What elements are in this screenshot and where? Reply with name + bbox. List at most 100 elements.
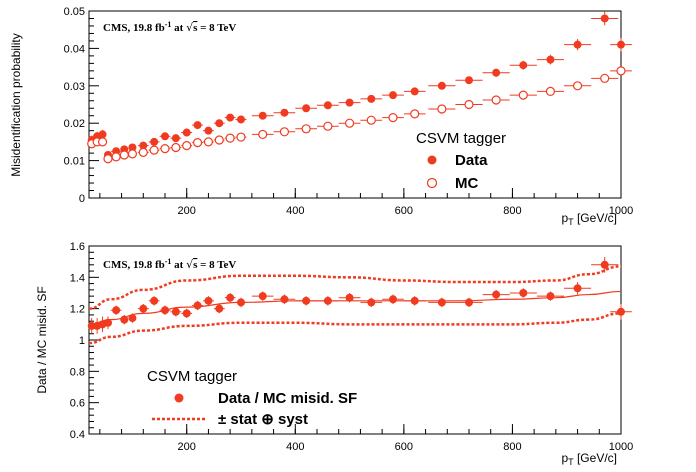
- bottom-cms-annotation: CMS, 19.8 fb-1 at √s = 8 TeV: [103, 257, 236, 271]
- bottom-data-point: [128, 314, 137, 323]
- top-mc-point: [97, 137, 108, 147]
- bottom-data-point: [546, 292, 555, 301]
- top-mc-point: [127, 149, 138, 159]
- top-mc-point: [149, 145, 159, 155]
- bottom-y-axis-label: Data / MC misid. SF: [35, 286, 49, 393]
- top-mc-point: [192, 138, 203, 148]
- top-y-tick-label: 0: [79, 193, 85, 205]
- top-mc-point: [388, 112, 398, 123]
- legend-mc-label: MC: [455, 175, 478, 192]
- bottom-series: [87, 256, 632, 334]
- top-panel: 0 0.01 0.02 0.03 0.04 0.05 200 400 600 800 1000 M…: [9, 6, 633, 227]
- top-data-point: [410, 87, 419, 96]
- top-series-1: [87, 66, 632, 164]
- top-mc-point: [437, 104, 447, 114]
- legend-sf-marker: [174, 393, 184, 403]
- bottom-data-point: [600, 260, 609, 269]
- bottom-data-point: [120, 315, 129, 324]
- bottom-x-axis-label: pT [GeV/c]: [561, 451, 617, 467]
- top-cms-annotation: CMS, 19.8 fb-1 at √s = 8 TeV: [103, 20, 236, 34]
- bottom-y-tick-label: 0.6: [70, 398, 85, 410]
- top-data-point: [193, 121, 202, 130]
- top-data-point: [546, 55, 555, 64]
- top-y-axis: 0 0.01 0.02 0.03 0.04 0.05: [64, 6, 99, 205]
- bottom-y-tick-label: 1: [79, 335, 85, 347]
- top-data-point: [150, 137, 159, 146]
- top-mc-point: [301, 124, 311, 134]
- bottom-x-tick-label: 400: [286, 441, 304, 453]
- top-mc-point: [491, 95, 501, 105]
- top-mc-point: [279, 127, 290, 137]
- bottom-x-tick-label: 1000: [609, 441, 633, 453]
- bottom-data-point: [112, 306, 121, 315]
- top-mc-point: [600, 73, 610, 83]
- top-y-tick-label: 0.03: [64, 81, 85, 93]
- bottom-data-point: [139, 304, 148, 313]
- top-x-axis-label: pT [GeV/c]: [561, 211, 617, 227]
- top-data-point: [139, 141, 148, 150]
- top-data-point: [258, 111, 267, 120]
- top-x-tick-label: 800: [503, 205, 521, 217]
- bottom-data-point: [573, 284, 582, 293]
- bottom-data-point: [410, 296, 419, 305]
- top-data-point: [302, 104, 311, 113]
- bottom-series-0: [87, 256, 632, 334]
- bottom-data-point: [182, 309, 191, 318]
- bottom-y-axis: 0.4 0.6 0.8 1 1.2 1.4 1.6: [70, 241, 99, 441]
- top-mc-point: [410, 109, 420, 119]
- bottom-data-point: [345, 293, 354, 302]
- top-mc-point: [103, 154, 113, 164]
- bottom-data-point: [437, 298, 446, 307]
- top-series: [87, 11, 632, 164]
- top-data-point: [226, 113, 235, 122]
- top-y-tick-label: 0.04: [64, 43, 85, 55]
- top-data-point: [171, 134, 180, 143]
- top-x-tick-label: 400: [286, 205, 304, 217]
- top-y-tick-label: 0.02: [64, 118, 85, 130]
- bottom-data-point: [302, 296, 311, 305]
- bottom-panel: 0.4 0.6 0.8 1 1.2 1.4 1.6 200 400 600 800 1000 Dat…: [35, 241, 633, 467]
- top-data-point: [237, 115, 245, 124]
- top-y-tick-label: 0.01: [64, 156, 85, 168]
- legend-data-label: Data: [455, 152, 488, 169]
- top-data-point: [128, 143, 137, 152]
- top-mc-point: [138, 147, 148, 157]
- bottom-x-tick-label: 800: [503, 441, 521, 453]
- bottom-data-point: [237, 298, 245, 307]
- bottom-data-point: [226, 293, 235, 302]
- top-y-axis-label: Misidentification probability: [9, 33, 23, 176]
- top-data-point: [345, 98, 354, 107]
- bottom-data-point: [280, 295, 289, 304]
- bottom-data-point: [204, 296, 213, 305]
- top-data-point: [215, 119, 224, 128]
- bottom-data-point: [171, 307, 180, 316]
- top-mc-point: [111, 152, 121, 162]
- top-mc-point: [182, 141, 192, 151]
- bottom-y-tick-label: 0.4: [70, 429, 85, 441]
- top-data-point: [182, 128, 191, 137]
- top-mc-point: [464, 99, 474, 110]
- bottom-data-point: [367, 298, 376, 307]
- bottom-x-tick-label: 600: [395, 441, 413, 453]
- top-data-point: [389, 91, 397, 100]
- bottom-y-tick-label: 1.4: [70, 272, 85, 284]
- bottom-data-point: [215, 304, 224, 313]
- top-mc-point: [225, 133, 235, 143]
- top-x-tick-label: 600: [395, 205, 413, 217]
- legend-mc-marker: [426, 177, 438, 189]
- bottom-data-point: [193, 301, 202, 310]
- top-mc-point: [160, 144, 170, 154]
- top-data-point: [323, 101, 332, 110]
- bottom-data-point: [492, 290, 501, 299]
- top-series-0: [87, 11, 632, 159]
- legend-syst-label: ± stat ⊕ syst: [218, 411, 308, 428]
- top-legend: CSVM tagger Data MC: [416, 130, 506, 192]
- bottom-syst-band-curve: [88, 312, 622, 345]
- bottom-data-point: [150, 296, 159, 305]
- bottom-y-tick-label: 1.6: [70, 241, 85, 253]
- bottom-syst-band-curve: [88, 265, 622, 310]
- top-data-point: [280, 108, 289, 117]
- bottom-y-tick-label: 0.8: [70, 366, 85, 378]
- legend-sf-label: Data / MC misid. SF: [218, 390, 357, 407]
